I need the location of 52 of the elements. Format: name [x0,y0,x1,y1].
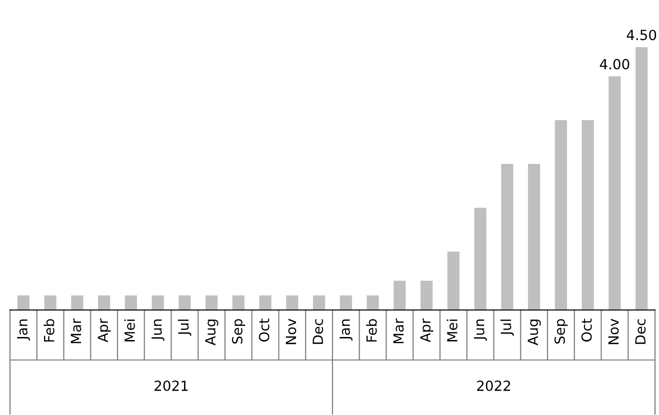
bar [554,120,567,310]
x-tick-label: Mar [70,318,82,344]
bar [152,295,164,310]
x-tick-label: Oct [581,318,592,342]
x-tick-label: Aug [528,320,541,346]
bar [608,76,621,310]
x-tick-label: Feb [44,319,54,342]
bar [259,295,272,310]
x-tick-label: Mei [446,320,458,342]
bar [206,295,218,310]
x-tick-label: Feb [366,319,377,342]
x-tick-label: Dec [635,319,646,344]
data-label: 4.00 [600,58,630,70]
bar [420,280,433,310]
x-tick-label: Jul [178,320,192,336]
x-tick-label: Jan [340,320,353,340]
x-tick-label: Oct [258,318,270,342]
bar [366,295,379,310]
text: 2021 [154,380,188,392]
x-tick-label: Apr [98,318,111,342]
bar [447,252,460,310]
x-tick-label: Jan [17,320,30,340]
x-tick-label: Nov [286,318,296,344]
x-tick-label: Mar [393,318,404,344]
bar [474,208,486,310]
bar [71,295,84,310]
bar [232,295,244,310]
bar [340,295,352,310]
bar [636,47,648,310]
bar [501,164,514,310]
bar [17,295,30,310]
x-tick-label: Sep [232,319,246,344]
x-tick-label: Sep [554,319,568,344]
text: 2022 [477,380,510,392]
x-tick-label: Mei [124,320,135,342]
x-tick-label: Dec [312,319,324,344]
x-tick-label: Jun [474,320,487,341]
bar [394,280,406,310]
bar [44,295,56,310]
x-tick-label: Apr [420,318,434,342]
x-tick-label: Jun [152,320,164,341]
bar [582,120,594,310]
bar [178,295,191,310]
data-label: 4.50 [626,30,656,40]
x-tick-label: Aug [205,320,218,346]
bar [124,295,137,310]
bar [313,295,326,310]
bar [98,295,110,310]
bar [286,295,298,310]
bar [528,164,540,310]
x-tick-label: Nov [608,318,619,344]
x-tick-label: Jul [500,320,514,336]
